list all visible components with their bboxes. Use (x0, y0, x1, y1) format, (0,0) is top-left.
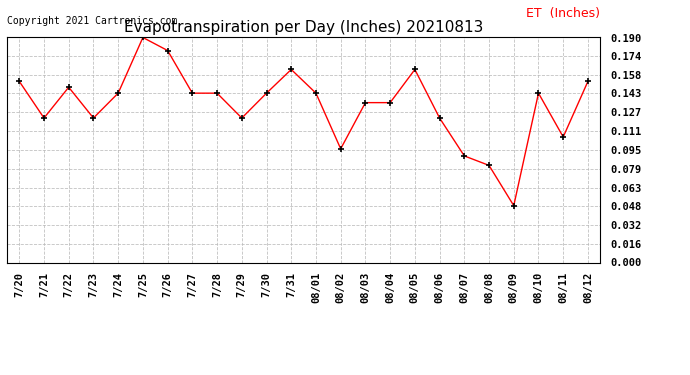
Text: Copyright 2021 Cartronics.com: Copyright 2021 Cartronics.com (7, 16, 177, 26)
Text: ET  (Inches): ET (Inches) (526, 6, 600, 20)
Title: Evapotranspiration per Day (Inches) 20210813: Evapotranspiration per Day (Inches) 2021… (124, 20, 483, 35)
